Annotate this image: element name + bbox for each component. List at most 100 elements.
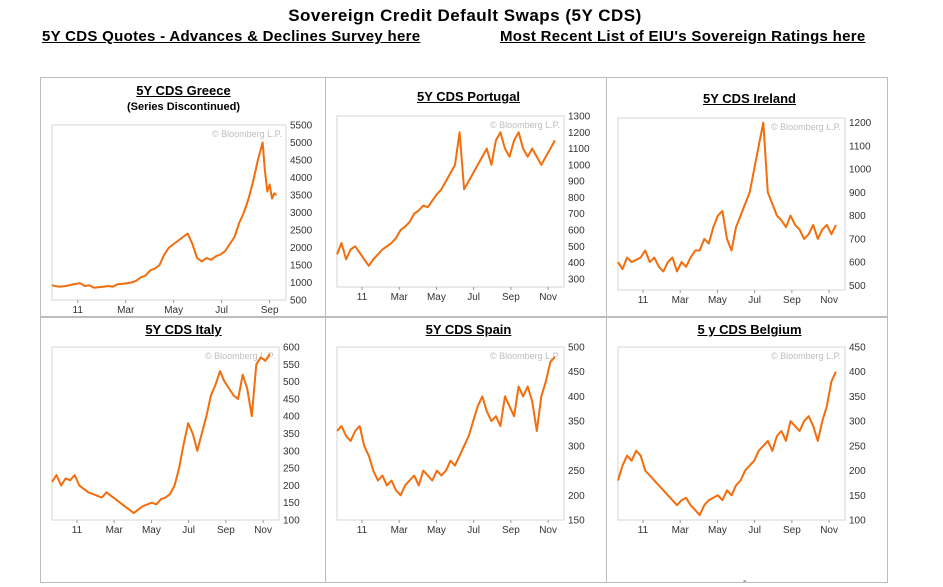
chart-subtitle: (Series Discontinued) xyxy=(126,101,241,113)
series-line xyxy=(617,371,837,517)
page-title: Sovereign Credit Default Swaps (5Y CDS) xyxy=(288,6,642,25)
y-tick-label: 100 xyxy=(849,516,866,527)
series-line xyxy=(51,353,271,515)
x-tick-label: Sep xyxy=(783,295,801,306)
chart-greece: 500 1000 1500 2000 2500 3000 3500 4000 4500 5000 5… xyxy=(51,121,313,316)
y-tick-label: 400 xyxy=(849,367,866,378)
y-tick-label: 2000 xyxy=(290,243,313,254)
series-line xyxy=(336,131,556,267)
chart-title: 5 y CDS Belgium xyxy=(697,322,802,337)
x-tick-label: Jul xyxy=(748,295,761,306)
chart-title: 5Y CDS Spain xyxy=(425,322,512,337)
y-tick-label: 200 xyxy=(568,491,585,502)
chart-spain: 150 200 250 300 350 400 450 500 11 Mar May Jul Sep No… xyxy=(336,343,585,536)
chart-panel-ireland: 5Y CDS Ireland 500 600 700 800 900 1000 1100 12… xyxy=(608,79,891,317)
x-tick-label: Nov xyxy=(539,525,557,536)
x-tick-label: 11 xyxy=(72,525,83,536)
x-tick-label: Sep xyxy=(502,525,520,536)
bloomberg-watermark: © Bloomberg L.P. xyxy=(490,351,560,361)
y-tick-label: 200 xyxy=(283,481,300,492)
cds-quotes-survey-link[interactable]: 5Y CDS Quotes - Advances & Declines Surv… xyxy=(42,28,421,45)
y-tick-label: 300 xyxy=(568,441,585,452)
y-tick-label: 300 xyxy=(283,446,300,457)
chart-panel-belgium: 5 y CDS Belgium 100 150 200 250 300 350 400 450… xyxy=(608,319,891,557)
footer-dash: - xyxy=(743,575,747,587)
x-tick-label: Jul xyxy=(467,525,480,536)
x-tick-label: Nov xyxy=(254,525,272,536)
y-tick-label: 300 xyxy=(568,274,585,285)
plot-area xyxy=(617,117,846,291)
y-tick-label: 400 xyxy=(568,258,585,269)
x-tick-label: 11 xyxy=(73,305,84,316)
y-tick-label: 700 xyxy=(849,234,866,245)
x-tick-label: Mar xyxy=(391,525,409,536)
grid-bottom-border xyxy=(40,582,888,583)
chart-title: 5Y CDS Italy xyxy=(145,322,222,337)
y-tick-label: 1100 xyxy=(568,144,590,155)
bloomberg-watermark: © Bloomberg L.P. xyxy=(205,351,275,361)
grid-divider-1 xyxy=(325,77,326,583)
x-tick-label: 11 xyxy=(357,525,368,536)
x-tick-label: May xyxy=(427,292,446,303)
eiu-ratings-link[interactable]: Most Recent List of EIU's Sovereign Rati… xyxy=(500,28,866,45)
y-tick-label: 500 xyxy=(568,343,585,354)
chart-panel-italy: 5Y CDS Italy 100 150 200 250 300 350 400 450 500… xyxy=(42,319,325,557)
x-tick-label: Sep xyxy=(783,525,801,536)
y-tick-label: 150 xyxy=(849,491,866,502)
x-tick-label: Jul xyxy=(215,305,228,316)
grid-divider-2 xyxy=(606,77,607,583)
plot-area xyxy=(51,124,287,301)
y-tick-label: 1000 xyxy=(290,278,313,289)
y-tick-label: 900 xyxy=(849,188,866,199)
y-tick-label: 600 xyxy=(849,258,866,269)
grid-right-border xyxy=(887,77,888,583)
y-tick-label: 1000 xyxy=(849,165,872,176)
chart-belgium: 100 150 200 250 300 350 400 450 11 Mar May Jul Sep No… xyxy=(617,343,866,536)
x-tick-label: Mar xyxy=(117,305,135,316)
series-line xyxy=(336,356,556,497)
series-line xyxy=(617,121,837,273)
chart-title: 5Y CDS Portugal xyxy=(416,89,521,104)
x-tick-label: Mar xyxy=(672,525,690,536)
x-tick-label: 11 xyxy=(638,295,649,306)
y-tick-label: 600 xyxy=(568,226,585,237)
grid-middle-border xyxy=(40,316,888,318)
y-tick-label: 350 xyxy=(283,429,300,440)
y-tick-label: 1100 xyxy=(849,141,871,152)
x-tick-label: Sep xyxy=(217,525,235,536)
x-tick-label: Nov xyxy=(539,292,557,303)
y-tick-label: 3000 xyxy=(290,208,313,219)
y-tick-label: 100 xyxy=(283,516,300,527)
y-tick-label: 1200 xyxy=(849,118,872,129)
bloomberg-watermark: © Bloomberg L.P. xyxy=(490,120,560,130)
y-tick-label: 550 xyxy=(283,360,300,371)
y-tick-label: 3500 xyxy=(290,191,313,202)
y-tick-label: 250 xyxy=(283,464,300,475)
x-tick-label: Mar xyxy=(672,295,690,306)
y-tick-label: 400 xyxy=(568,392,585,403)
x-tick-label: Sep xyxy=(502,292,520,303)
bloomberg-watermark: © Bloomberg L.P. xyxy=(771,122,841,132)
x-tick-label: Mar xyxy=(106,525,124,536)
y-tick-label: 700 xyxy=(568,209,585,220)
plot-area xyxy=(617,346,846,521)
y-tick-label: 500 xyxy=(290,296,307,307)
y-tick-label: 500 xyxy=(283,377,300,388)
x-tick-label: 11 xyxy=(638,525,649,536)
y-tick-label: 150 xyxy=(283,498,300,509)
x-tick-label: Nov xyxy=(820,295,838,306)
y-tick-label: 250 xyxy=(849,441,866,452)
x-tick-label: Nov xyxy=(820,525,838,536)
x-tick-label: May xyxy=(142,525,161,536)
y-tick-label: 5500 xyxy=(290,121,313,132)
y-tick-label: 450 xyxy=(283,394,300,405)
y-tick-label: 5000 xyxy=(290,138,313,149)
y-tick-label: 200 xyxy=(849,466,866,477)
x-tick-label: May xyxy=(708,525,727,536)
y-tick-label: 350 xyxy=(568,417,585,428)
y-tick-label: 500 xyxy=(849,281,866,292)
y-tick-label: 500 xyxy=(568,242,585,253)
y-tick-label: 150 xyxy=(568,516,585,527)
y-tick-label: 600 xyxy=(283,343,300,354)
chart-title: 5Y CDS Greece xyxy=(136,83,231,98)
